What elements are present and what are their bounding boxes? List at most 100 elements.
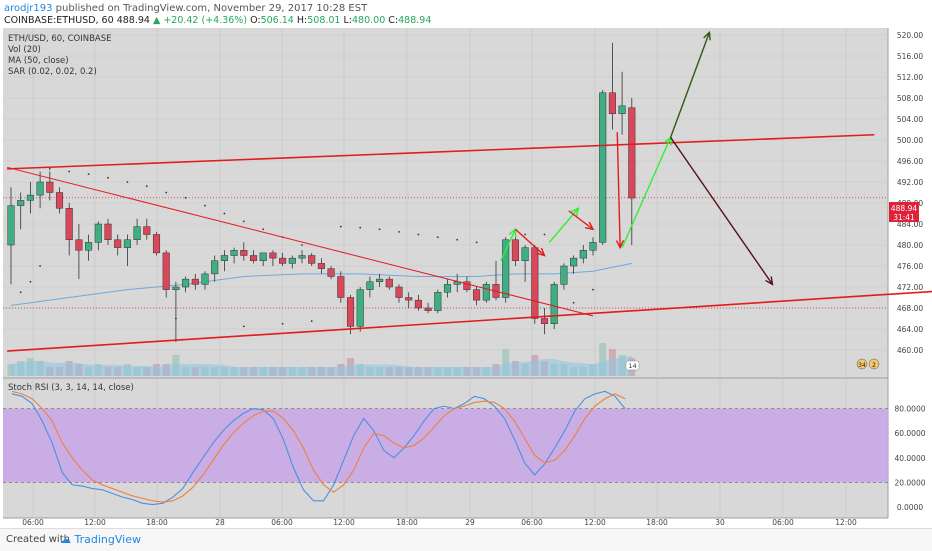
author-name[interactable]: arodjr193 xyxy=(4,3,53,14)
sar-dot-1 xyxy=(68,170,71,173)
open-label: O: xyxy=(250,15,261,26)
candle-body-41 xyxy=(405,297,413,301)
trendline-lower-channel xyxy=(7,290,932,352)
published-text: published on TradingView.com, November 2… xyxy=(55,3,368,14)
candle-body-59 xyxy=(579,250,587,259)
ma-line xyxy=(10,262,632,306)
close-label: C: xyxy=(388,15,399,26)
candle-body-53 xyxy=(521,247,529,261)
legend-stoch[interactable]: Stoch RSI (3, 3, 14, 14, close) xyxy=(8,383,134,393)
open-value: 506.14 xyxy=(260,15,294,26)
event-badge-14[interactable]: 14 xyxy=(625,360,640,371)
candle-body-32 xyxy=(317,263,325,269)
dividend-badges[interactable]: 34 2 xyxy=(856,358,880,370)
arrow-head-6 xyxy=(703,30,711,41)
parabolic-sar xyxy=(19,167,594,328)
candle-body-23 xyxy=(230,250,238,256)
legend-vol[interactable]: Vol (20) xyxy=(8,45,41,55)
high-label: H: xyxy=(296,15,308,26)
candle-body-57 xyxy=(560,265,568,285)
ohlc-line: COINBASE:ETHUSD, 60 488.94 ▲ +20.42 (+4.… xyxy=(4,15,431,26)
candle-body-48 xyxy=(473,289,481,301)
price-tick-14: 464.00 xyxy=(897,325,923,334)
sar-dot-17 xyxy=(398,230,400,233)
sar-dot-22 xyxy=(524,233,526,236)
candle-body-24 xyxy=(240,250,248,256)
candle-body-31 xyxy=(308,255,316,264)
badge-34-icon xyxy=(856,358,868,370)
candle-body-8 xyxy=(85,242,93,251)
stoch-line-d xyxy=(11,390,626,503)
sar-dot-14 xyxy=(339,225,342,228)
sar-dot-8 xyxy=(204,204,206,207)
candle-body-39 xyxy=(385,278,393,288)
price-tick-0: 520.00 xyxy=(897,31,923,40)
price-tick-15: 460.00 xyxy=(897,346,923,355)
badge-2-icon xyxy=(868,358,880,370)
sar-dot-27 xyxy=(19,291,22,294)
trendline-descending xyxy=(6,166,594,317)
legend-ma[interactable]: MA (50, close) xyxy=(8,56,69,66)
volume-bar-51 xyxy=(502,349,510,376)
arrow-shaft-0 xyxy=(500,228,517,262)
moving-average xyxy=(10,262,632,306)
chart-canvas[interactable]: 520.00 516.00 512.00 508.00 504.00 500.00 496.… xyxy=(0,0,932,528)
footer: Created with ☁ TradingView xyxy=(0,528,932,551)
created-with-text: Created with xyxy=(6,534,70,545)
sar-dot-18 xyxy=(417,233,420,236)
candle-body-37 xyxy=(366,281,374,290)
arrow-shaft-3 xyxy=(568,210,594,230)
candle-body-20 xyxy=(201,273,209,285)
time-tick-10: 18:00 xyxy=(646,518,668,527)
candle-body-21 xyxy=(211,260,219,275)
time-tick-7: 29 xyxy=(465,518,475,527)
candle-body-11 xyxy=(114,239,122,248)
candle-body-3 xyxy=(36,181,44,196)
candle-body-42 xyxy=(414,299,422,309)
arrow-shaft-5 xyxy=(621,137,672,248)
arrow-head-4 xyxy=(615,240,625,250)
candle-body-16 xyxy=(162,252,170,290)
candle-body-52 xyxy=(511,239,519,261)
price-marker-countdown: 31:41 xyxy=(893,213,915,222)
trendline-upper-channel xyxy=(7,133,875,170)
price-marker-box xyxy=(889,202,919,222)
candle-body-6 xyxy=(65,208,73,240)
price-marker-value: 488.94 xyxy=(891,204,917,213)
sar-dot-32 xyxy=(281,322,284,325)
candle-body-35 xyxy=(346,297,355,327)
time-tick-12: 06:00 xyxy=(772,518,794,527)
candle-body-54 xyxy=(531,247,539,319)
candle-body-4 xyxy=(46,181,54,193)
candle-body-5 xyxy=(55,192,64,209)
time-tick-1: 12:00 xyxy=(84,518,106,527)
sar-dot-7 xyxy=(184,196,187,199)
candle-body-10 xyxy=(104,223,112,240)
sar-dot-19 xyxy=(436,236,439,239)
sar-dot-29 xyxy=(39,265,41,267)
sar-dot-23 xyxy=(543,233,546,236)
arrow-head-3 xyxy=(585,221,595,231)
candle-body-43 xyxy=(424,307,432,311)
sar-dot-26 xyxy=(592,288,594,291)
change-arrow-icon: ▲ xyxy=(152,15,161,26)
tradingview-brand[interactable]: ☁ TradingView xyxy=(60,533,141,546)
candle-body-18 xyxy=(182,278,190,288)
candle-body-63 xyxy=(618,105,626,114)
stoch-tick-3: 20.0000 xyxy=(894,478,925,487)
price-tick-11: 476.00 xyxy=(897,262,923,271)
legend-sar[interactable]: SAR (0.02, 0.02, 0.2) xyxy=(8,67,97,77)
tradingview-cloud-icon: ☁ xyxy=(60,533,71,546)
close-value: 488.94 xyxy=(398,15,432,26)
candle-body-28 xyxy=(279,257,287,264)
price-axis-labels: 520.00 516.00 512.00 508.00 504.00 500.00 496.… xyxy=(897,31,923,355)
arrow-shaft-4 xyxy=(616,132,621,248)
legend-symbol: ETH/USD, 60, COINBASE xyxy=(8,34,112,44)
price-tick-9: 484.00 xyxy=(897,220,923,229)
tradingview-brand-text: TradingView xyxy=(74,533,141,546)
candle-body-45 xyxy=(443,284,452,293)
trendlines[interactable] xyxy=(6,133,932,352)
horizontal-levels xyxy=(3,197,888,309)
drawn-arrows[interactable] xyxy=(500,30,774,286)
time-tick-8: 06:00 xyxy=(521,518,543,527)
